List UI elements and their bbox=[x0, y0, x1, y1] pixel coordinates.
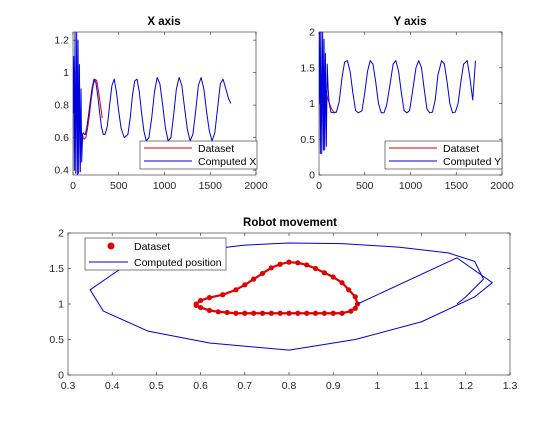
robot-movement-plot-xtick-label: 1.3 bbox=[503, 380, 518, 392]
x-axis-plot-xtick-label: 1000 bbox=[153, 180, 177, 192]
robot-movement-plot-xtick-label: 0.6 bbox=[193, 380, 208, 392]
x-axis-plot-xtick-label: 1500 bbox=[199, 180, 223, 192]
y-axis-plot-series-group bbox=[319, 32, 476, 155]
y-axis-plot-ytick-label: 1 bbox=[309, 98, 315, 110]
robot-movement-plot-ytick-label: 1.5 bbox=[49, 263, 64, 275]
x-axis-plot-xtick-label: 500 bbox=[110, 180, 128, 192]
robot-movement-plot-xtick-label: 0.5 bbox=[149, 380, 164, 392]
legend-x-dataset-label: Dataset bbox=[198, 143, 234, 155]
x-axis-plot-ytick-label: 0.4 bbox=[54, 165, 69, 177]
y-axis-plot-ytick-label: 2 bbox=[309, 27, 315, 39]
legend-x-box bbox=[139, 140, 258, 170]
x-axis-plot-series-group bbox=[73, 32, 232, 175]
legend-robot: Dataset Computed position bbox=[84, 237, 227, 271]
robot-movement-plot-xtick-label: 0.9 bbox=[326, 380, 341, 392]
robot-movement-plot-ytick-label: 2 bbox=[58, 228, 64, 240]
y-axis-subplot: 0 500 1000 1500 2000 0 0.5 1 1.5 2 Y axis Dataset… bbox=[300, 16, 513, 192]
robot-movement-plot-xtick-label: 1 bbox=[374, 380, 380, 392]
y-axis-plot-xtick-label: 0 bbox=[316, 180, 322, 192]
robot-movement-plot-series-group bbox=[89, 242, 493, 351]
robot-movement-plot-ytick-label: 0.5 bbox=[49, 334, 64, 346]
x-axis-plot-ytick-label: 1.2 bbox=[54, 35, 69, 47]
legend-y-dataset-label: Dataset bbox=[443, 143, 479, 155]
robot-movement-plot-axes: 0.3 0.4 0.5 0.6 0.7 0.8 0.9 1 1.1 1.2 1.3 0 0.5 1 1.5 2 bbox=[49, 228, 517, 393]
y-axis-plot-ytick-label: 1.5 bbox=[300, 62, 315, 74]
robot-movement-plot-ytick-label: 1 bbox=[58, 299, 64, 311]
legend-y-box bbox=[384, 140, 503, 170]
legend-robot-dataset-marker bbox=[107, 242, 115, 250]
x-axis-subplot: 0 500 1000 1500 2000 0.4 0.6 0.8 1 1.2 X axis Dat… bbox=[54, 16, 267, 192]
y-axis-title: Y axis bbox=[393, 16, 426, 28]
robot-movement-plot-dataset-trace bbox=[195, 260, 359, 315]
y-axis-plot-ytick-label: 0.5 bbox=[300, 134, 315, 146]
y-axis-plot-series-computed-y bbox=[319, 32, 476, 155]
legend-robot-dataset-label: Dataset bbox=[134, 241, 170, 253]
y-axis-plot-xtick-label: 1500 bbox=[445, 180, 469, 192]
x-axis-plot-ytick-label: 0.6 bbox=[54, 132, 69, 144]
robot-movement-subplot: 0.3 0.4 0.5 0.6 0.7 0.8 0.9 1 1.1 1.2 1.3 0 0.5 1 1.5 2… bbox=[49, 217, 517, 392]
robot-movement-plot-xtick-label: 0.7 bbox=[237, 380, 252, 392]
legend-x: Dataset Computed X bbox=[139, 140, 258, 170]
robot-movement-plot-xtick-label: 0.8 bbox=[282, 380, 297, 392]
y-axis-plot-ytick-label: 0 bbox=[309, 170, 315, 182]
x-axis-plot-ytick-label: 1 bbox=[63, 67, 69, 79]
x-axis-title: X axis bbox=[147, 16, 180, 28]
legend-robot-computed-label: Computed position bbox=[134, 257, 222, 269]
y-axis-plot-xtick-label: 500 bbox=[356, 180, 374, 192]
robot-movement-plot-xtick-label: 0.4 bbox=[105, 380, 120, 392]
y-axis-plot-xtick-label: 2000 bbox=[490, 180, 514, 192]
x-axis-plot-xtick-label: 0 bbox=[70, 180, 76, 192]
robot-movement-plot-ytick-label: 0 bbox=[58, 370, 64, 382]
x-axis-plot-ytick-label: 0.8 bbox=[54, 100, 69, 112]
robot-movement-title: Robot movement bbox=[243, 217, 337, 229]
x-axis-plot-series-computed-x bbox=[73, 32, 232, 175]
legend-robot-box bbox=[84, 237, 227, 271]
robot-movement-plot-xtick-label: 1.1 bbox=[414, 380, 429, 392]
robot-movement-plot-xtick-label: 1.2 bbox=[458, 380, 473, 392]
legend-x-computed-label: Computed X bbox=[198, 156, 256, 168]
legend-y: Dataset Computed Y bbox=[384, 140, 503, 170]
robot-movement-plot-xtick-label: 0.3 bbox=[61, 380, 76, 392]
x-axis-plot-xtick-label: 2000 bbox=[244, 180, 268, 192]
legend-y-computed-label: Computed Y bbox=[443, 156, 501, 168]
y-axis-plot-xtick-label: 1000 bbox=[399, 180, 423, 192]
robot-movement-plot-series-computed-position bbox=[89, 242, 493, 351]
